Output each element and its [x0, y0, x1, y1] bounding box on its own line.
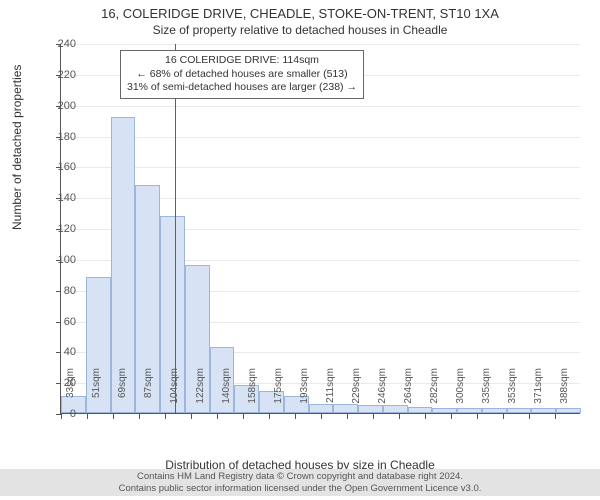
- chart-container: 16, COLERIDGE DRIVE, CHEADLE, STOKE-ON-T…: [0, 0, 600, 500]
- xtick-label: 335sqm: [481, 368, 492, 418]
- ytick-label: 180: [46, 131, 76, 143]
- xtick-mark: [165, 414, 166, 419]
- xtick-mark: [321, 414, 322, 419]
- xtick-label: 300sqm: [455, 368, 466, 418]
- xtick-mark: [269, 414, 270, 419]
- xtick-mark: [87, 414, 88, 419]
- xtick-label: 87sqm: [143, 368, 154, 418]
- xtick-label: 175sqm: [273, 368, 284, 418]
- annotation-line3: 31% of semi-detached houses are larger (…: [127, 81, 357, 95]
- y-axis-label: Number of detached properties: [10, 65, 24, 230]
- xtick-label: 264sqm: [403, 368, 414, 418]
- chart-area: 16 COLERIDGE DRIVE: 114sqm ← 68% of deta…: [60, 44, 580, 414]
- ytick-label: 100: [46, 254, 76, 266]
- gridline: [61, 137, 580, 138]
- gridline: [61, 106, 580, 107]
- xtick-label: 104sqm: [169, 368, 180, 418]
- ytick-label: 20: [46, 377, 76, 389]
- xtick-mark: [451, 414, 452, 419]
- xtick-mark: [503, 414, 504, 419]
- annotation-box: 16 COLERIDGE DRIVE: 114sqm ← 68% of deta…: [120, 50, 364, 99]
- xtick-label: 353sqm: [507, 368, 518, 418]
- ytick-label: 80: [46, 285, 76, 297]
- xtick-mark: [529, 414, 530, 419]
- xtick-label: 193sqm: [299, 368, 310, 418]
- xtick-mark: [113, 414, 114, 419]
- ytick-label: 40: [46, 346, 76, 358]
- xtick-mark: [477, 414, 478, 419]
- xtick-label: 388sqm: [559, 368, 570, 418]
- ytick-label: 160: [46, 161, 76, 173]
- xtick-label: 229sqm: [351, 368, 362, 418]
- xtick-label: 211sqm: [325, 368, 336, 418]
- annotation-line2: ← 68% of detached houses are smaller (51…: [127, 68, 357, 82]
- gridline: [61, 44, 580, 45]
- xtick-label: 371sqm: [533, 368, 544, 418]
- ytick-label: 120: [46, 223, 76, 235]
- footer-line1: Contains HM Land Registry data © Crown c…: [0, 471, 600, 482]
- xtick-mark: [347, 414, 348, 419]
- xtick-mark: [139, 414, 140, 419]
- ytick-label: 200: [46, 100, 76, 112]
- footer-line2: Contains public sector information licen…: [0, 483, 600, 494]
- ytick-label: 220: [46, 69, 76, 81]
- xtick-label: 122sqm: [195, 368, 206, 418]
- footer: Contains HM Land Registry data © Crown c…: [0, 469, 600, 496]
- xtick-mark: [243, 414, 244, 419]
- ytick-label: 0: [46, 408, 76, 420]
- xtick-mark: [373, 414, 374, 419]
- ytick-label: 140: [46, 192, 76, 204]
- xtick-mark: [555, 414, 556, 419]
- xtick-mark: [399, 414, 400, 419]
- gridline: [61, 167, 580, 168]
- xtick-mark: [295, 414, 296, 419]
- reference-line: [175, 44, 176, 413]
- xtick-mark: [217, 414, 218, 419]
- xtick-label: 158sqm: [247, 368, 258, 418]
- title-main: 16, COLERIDGE DRIVE, CHEADLE, STOKE-ON-T…: [0, 0, 600, 21]
- ytick-label: 240: [46, 38, 76, 50]
- xtick-label: 51sqm: [91, 368, 102, 418]
- xtick-label: 282sqm: [429, 368, 440, 418]
- xtick-label: 140sqm: [221, 368, 232, 418]
- xtick-mark: [425, 414, 426, 419]
- ytick-label: 60: [46, 316, 76, 328]
- title-sub: Size of property relative to detached ho…: [0, 21, 600, 37]
- xtick-label: 69sqm: [117, 368, 128, 418]
- xtick-label: 246sqm: [377, 368, 388, 418]
- annotation-line1: 16 COLERIDGE DRIVE: 114sqm: [127, 54, 357, 68]
- plot-area: [60, 44, 580, 414]
- xtick-mark: [191, 414, 192, 419]
